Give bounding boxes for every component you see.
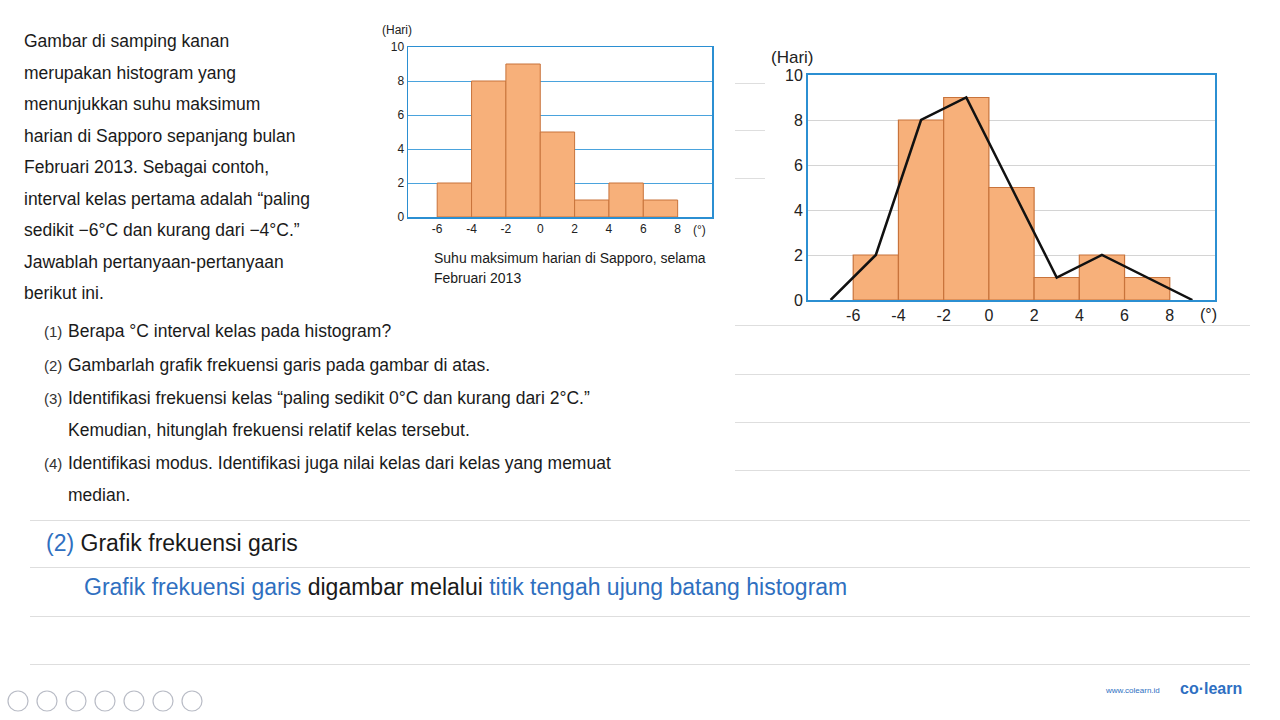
svg-text:8: 8 xyxy=(1165,307,1174,324)
svg-text:10: 10 xyxy=(391,40,405,54)
svg-text:2: 2 xyxy=(794,247,803,264)
svg-text:8: 8 xyxy=(794,112,803,129)
html-text:Jawablah pertanyaan-pertanyaan: Jawablah pertanyaan-pertanyaan xyxy=(24,251,284,272)
svg-text:(°): (°) xyxy=(693,223,706,237)
html-text:Grafik frekuensi garis digamba: Grafik frekuensi garis digambar melalui … xyxy=(84,574,848,600)
html-text:Suhu maksimum harian di Sappor: Suhu maksimum harian di Sapporo, selama xyxy=(434,250,706,266)
svg-text:-4: -4 xyxy=(891,307,905,324)
html-text:interval kelas pertama adalah: interval kelas pertama adalah “paling xyxy=(24,188,310,209)
svg-text:2: 2 xyxy=(571,222,578,236)
html-text:(1) Berapa °C interval kelas p: (1) Berapa °C interval kelas pada histog… xyxy=(44,321,392,341)
html-text:co·learn: co·learn xyxy=(1180,680,1243,697)
html-text:www.colearn.id: www.colearn.id xyxy=(1106,686,1160,695)
svg-text:4: 4 xyxy=(1075,307,1084,324)
svg-text:8: 8 xyxy=(397,74,404,88)
svg-text:4: 4 xyxy=(606,222,613,236)
html-text:median.: median. xyxy=(68,484,131,505)
svg-text:6: 6 xyxy=(397,108,404,122)
svg-text:0: 0 xyxy=(537,222,544,236)
svg-text:(°): (°) xyxy=(1200,306,1217,323)
html-text:Kemudian, hitunglah frekuensi: Kemudian, hitunglah frekuensi relatif ke… xyxy=(68,419,470,440)
svg-text:(Hari): (Hari) xyxy=(382,23,412,37)
html-text:Gambar di samping kanan: Gambar di samping kanan xyxy=(24,31,230,51)
svg-text:-6: -6 xyxy=(432,222,443,236)
svg-text:-2: -2 xyxy=(501,222,512,236)
svg-text:0: 0 xyxy=(984,307,993,324)
svg-text:8: 8 xyxy=(674,222,681,236)
svg-text:-6: -6 xyxy=(846,307,860,324)
svg-text:-4: -4 xyxy=(466,222,477,236)
html-text:(2) Gambarlah grafik frekuensi: (2) Gambarlah grafik frekuensi garis pad… xyxy=(44,354,491,375)
svg-text:2: 2 xyxy=(397,176,404,190)
svg-text:0: 0 xyxy=(397,210,404,224)
html-text:merupakan histogram yang: merupakan histogram yang xyxy=(24,62,237,83)
svg-text:4: 4 xyxy=(397,142,404,156)
html-text:berikut ini.: berikut ini. xyxy=(24,283,104,303)
html-text:Februari 2013. Sebagai contoh,: Februari 2013. Sebagai contoh, xyxy=(24,157,270,177)
html-text:menunjukkan suhu maksimum: menunjukkan suhu maksimum xyxy=(24,94,261,114)
html-text:Februari 2013: Februari 2013 xyxy=(434,270,522,286)
html-text:(2) Grafik frekuensi garis: (2) Grafik frekuensi garis xyxy=(46,530,298,556)
html-text:sedikit −6°C dan kurang dari −: sedikit −6°C dan kurang dari −4°C.” xyxy=(24,220,300,240)
svg-text:10: 10 xyxy=(785,67,803,84)
svg-text:2: 2 xyxy=(1030,307,1039,324)
html-text:(4) Identifikasi modus. Identi: (4) Identifikasi modus. Identifikasi jug… xyxy=(44,453,611,473)
html-text:harian di Sapporo sepanjang bu: harian di Sapporo sepanjang bulan xyxy=(24,125,296,146)
svg-text:-2: -2 xyxy=(937,307,951,324)
svg-text:(Hari): (Hari) xyxy=(771,48,814,67)
html-text:(3) Identifikasi frekuensi kel: (3) Identifikasi frekuensi kelas “paling… xyxy=(44,388,590,408)
svg-text:6: 6 xyxy=(640,222,647,236)
svg-text:4: 4 xyxy=(794,202,803,219)
svg-text:0: 0 xyxy=(794,292,803,309)
svg-text:6: 6 xyxy=(1120,307,1129,324)
svg-text:6: 6 xyxy=(794,157,803,174)
